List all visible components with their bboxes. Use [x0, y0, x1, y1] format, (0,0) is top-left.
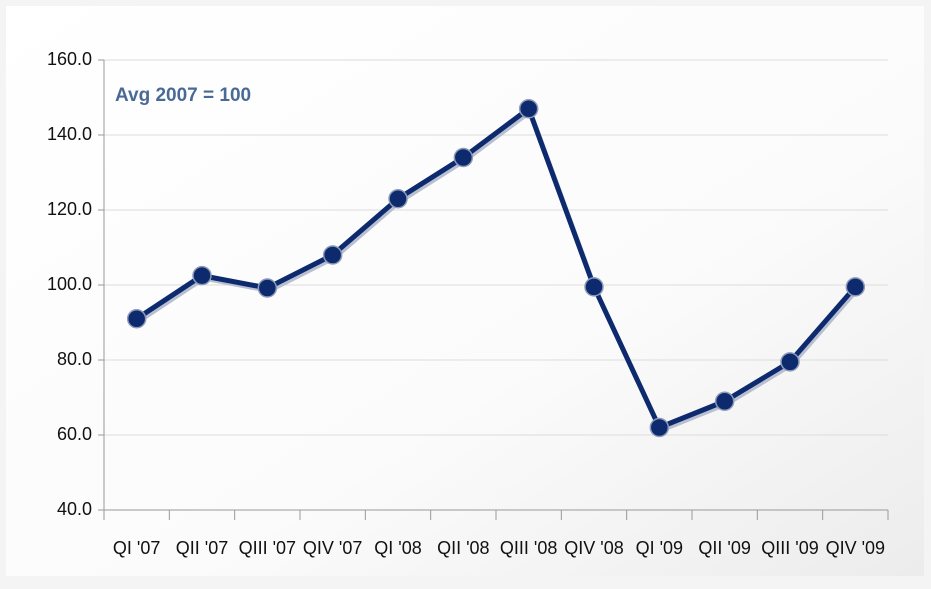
y-tick-label: 120.0 — [47, 199, 92, 219]
x-tick-label: QIV '09 — [826, 538, 885, 558]
marker — [714, 391, 735, 411]
y-tick-label: 160.0 — [47, 49, 92, 69]
x-tick-label: QIII '09 — [761, 538, 818, 558]
series-line — [135, 106, 858, 430]
marker — [649, 417, 670, 438]
x-tick-label: QII '09 — [698, 538, 750, 558]
y-tick-label: 60.0 — [57, 424, 92, 444]
marker — [192, 265, 212, 286]
marker — [780, 352, 800, 372]
x-tick-label: QI '08 — [374, 538, 421, 558]
x-tick-label: QI '07 — [113, 538, 160, 558]
marker — [453, 147, 474, 168]
marker — [126, 309, 147, 329]
marker — [322, 245, 343, 265]
marker — [518, 99, 539, 119]
x-tick-label: QII '08 — [437, 538, 489, 558]
y-tick-label: 140.0 — [47, 124, 92, 144]
annotation: Avg 2007 = 100 — [115, 85, 251, 106]
marker — [388, 189, 408, 209]
y-tick-label: 100.0 — [47, 274, 92, 294]
x-tick-label: QII '07 — [176, 538, 228, 558]
x-tick-label: QI '09 — [636, 538, 683, 558]
panel — [6, 6, 924, 576]
marker — [845, 277, 866, 297]
x-tick-label: QIV '07 — [303, 538, 362, 558]
y-tick-label: 40.0 — [57, 499, 92, 519]
y-tick-label: 80.0 — [57, 349, 92, 369]
marker — [584, 277, 604, 297]
x-tick-label: QIII '08 — [500, 538, 557, 558]
x-tick-label: QIII '07 — [239, 538, 296, 558]
x-tick-label: QIV '08 — [564, 538, 623, 558]
marker — [257, 278, 278, 298]
